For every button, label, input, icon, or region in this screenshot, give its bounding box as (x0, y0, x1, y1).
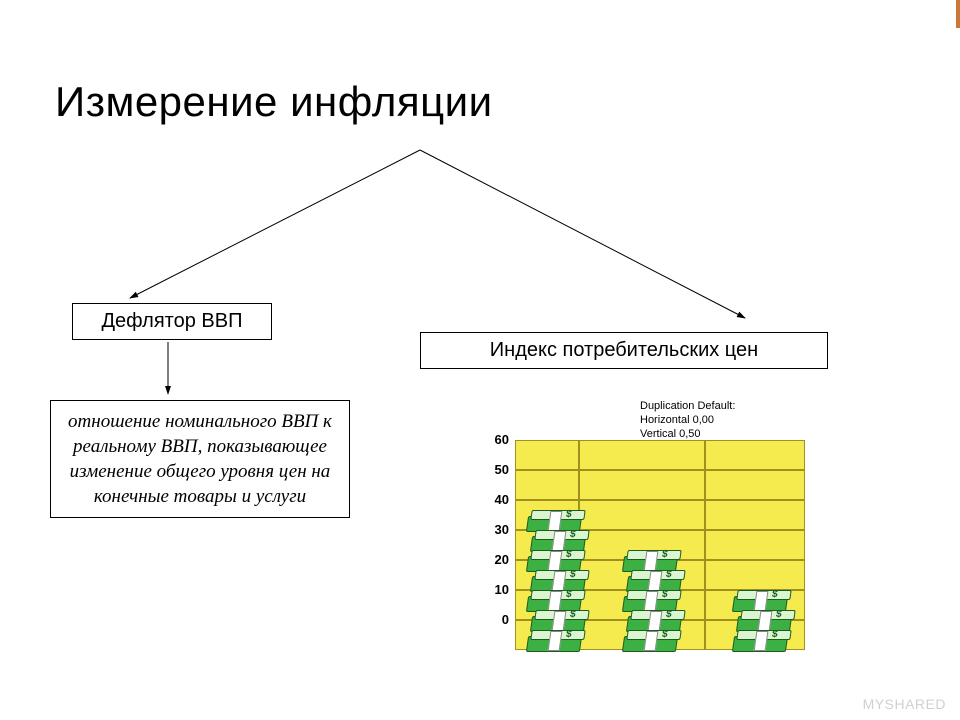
y-tick-label: 20 (481, 552, 509, 567)
y-tick-label: 10 (481, 582, 509, 597)
money-bundle: $ (627, 610, 687, 632)
watermark: MYSHARED (863, 696, 946, 712)
y-tick-label: 30 (481, 522, 509, 537)
money-bundle: $ (531, 530, 591, 552)
money-bundle: $ (733, 630, 793, 652)
dup-h: Horizontal 0,00 (640, 414, 735, 428)
money-bundle: $ (527, 590, 587, 612)
deflator-description: отношение номинального ВВП к реальному В… (50, 400, 350, 518)
duplication-label: Duplication Default: Horizontal 0,00 Ver… (640, 400, 735, 441)
money-bundle: $ (627, 570, 687, 592)
deflator-box: Дефлятор ВВП (72, 303, 272, 340)
money-bundle: $ (623, 550, 683, 572)
y-tick-label: 0 (481, 612, 509, 627)
money-bundle: $ (623, 590, 683, 612)
y-tick-label: 60 (481, 432, 509, 447)
money-bundle: $ (733, 590, 793, 612)
page-title: Измерение инфляции (55, 78, 493, 126)
dup-title: Duplication Default: (640, 400, 735, 414)
money-bundle: $ (531, 610, 591, 632)
money-bundle: $ (623, 630, 683, 652)
y-tick-label: 40 (481, 492, 509, 507)
arrow-to-left (130, 150, 420, 298)
money-stack: $$$$$ (623, 550, 687, 650)
side-accent (956, 0, 960, 28)
chart-area: Duplication Default: Horizontal 0,00 Ver… (455, 390, 845, 690)
money-bundle: $ (527, 630, 587, 652)
money-bundle: $ (531, 570, 591, 592)
y-tick-label: 50 (481, 462, 509, 477)
money-stack: $$$$$$$ (527, 510, 591, 650)
money-bundle: $ (527, 510, 587, 532)
arrow-to-right (420, 150, 745, 318)
cpi-box: Индекс потребительских цен (420, 332, 828, 369)
money-stack: $$$ (733, 590, 797, 650)
money-bundle: $ (527, 550, 587, 572)
money-bundle: $ (737, 610, 797, 632)
